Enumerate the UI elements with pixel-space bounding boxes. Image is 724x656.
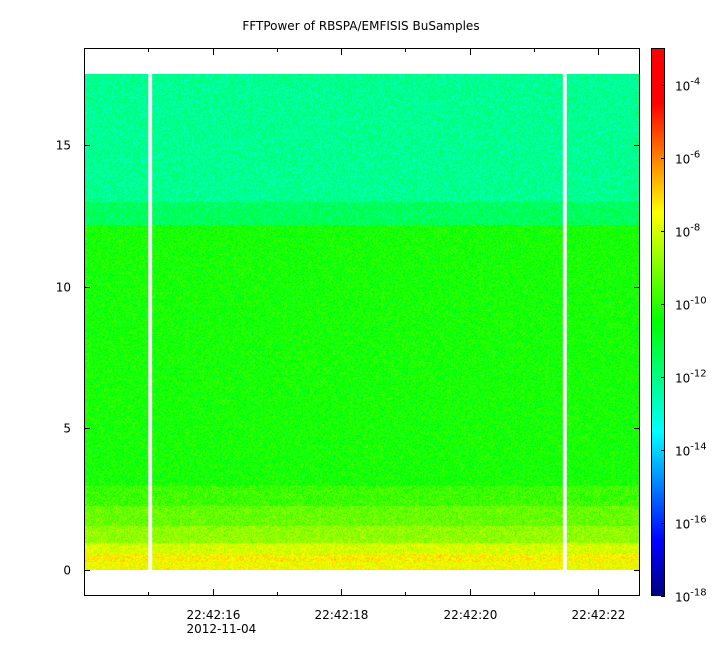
x-tick-label: 22:42:20: [444, 608, 498, 622]
chart-title: FFTPower of RBSPA/EMFISIS BuSamples: [242, 19, 479, 33]
colorbar-tick-label: 10-4: [675, 77, 700, 94]
spectrogram-image: [84, 74, 640, 570]
colorbar-tick-label: 10-6: [675, 150, 700, 167]
y-tick-label: 15: [56, 139, 71, 153]
colorbar-gradient: [651, 48, 665, 596]
plot-frame: [84, 48, 640, 596]
colorbar-frame: [651, 48, 665, 596]
y-tick-label: 10: [56, 281, 71, 295]
data-gap: [562, 73, 567, 571]
colorbar: 10-4 10-6 10-8 10-10 10-12 10-14 10-16 10-18: [651, 48, 707, 605]
spectrogram-raster: [84, 74, 640, 570]
y-axis: 0 5 10 15: [56, 139, 640, 578]
colorbar-tick-label: 10-14: [675, 442, 707, 459]
plot-area: [84, 48, 640, 596]
y-tick-label: 0: [63, 564, 71, 578]
colorbar-tick-label: 10-10: [675, 296, 707, 313]
colorbar-tick-label: 10-12: [675, 369, 707, 386]
data-gap: [148, 73, 153, 571]
colorbar-tick-label: 10-16: [675, 515, 707, 532]
x-tick-label: 22:42:22: [572, 608, 626, 622]
x-tick-label: 22:42:16: [187, 608, 241, 622]
data-gaps: [148, 73, 567, 571]
y-tick-label: 5: [63, 422, 71, 436]
colorbar-tick-label: 10-8: [675, 223, 700, 240]
x-tick-label: 22:42:18: [315, 608, 369, 622]
x-tick-date-label: 2012-11-04: [187, 622, 257, 636]
colorbar-tick-label: 10-18: [675, 588, 707, 605]
